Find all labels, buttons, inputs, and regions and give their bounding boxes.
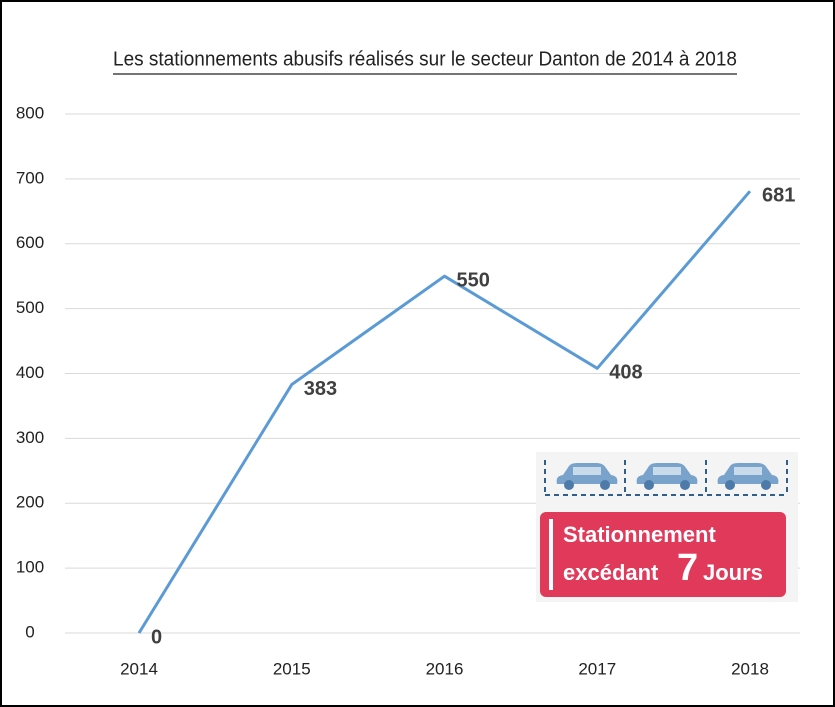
data-label: 550 [457,269,490,291]
x-tick-label: 2018 [731,659,769,678]
badge-line1: Stationnement [563,522,716,547]
data-label: 0 [151,626,162,648]
y-tick-label: 700 [16,168,44,187]
x-tick-label: 2015 [273,659,311,678]
y-tick-label: 500 [16,298,44,317]
line [137,190,752,634]
y-tick-label: 800 [16,103,44,122]
y-tick-label: 0 [25,622,34,641]
y-tick-label: 600 [16,233,44,252]
badge-box [540,512,786,597]
x-tick-label: 2017 [578,659,616,678]
data-label: 383 [304,378,337,400]
data-label: 408 [609,362,642,384]
badge: Stationnement excédant 7 Jours [536,452,798,602]
parking-lines [544,460,788,496]
badge-line2: excédant [563,560,659,585]
badge-number: 7 [677,547,698,589]
badge-unit: Jours [703,560,763,585]
y-tick-label: 300 [16,428,44,447]
cars [556,463,779,490]
chart-title: Les stationnements abusifs réalisés sur … [113,48,737,70]
y-tick-label: 200 [16,493,44,512]
y-tick-label: 100 [16,558,44,577]
y-tick-label: 400 [16,363,44,382]
x-tick-label: 2016 [426,659,464,678]
badge-bar [549,519,553,590]
x-tick-label: 2014 [120,659,158,678]
data-label: 681 [762,184,795,206]
